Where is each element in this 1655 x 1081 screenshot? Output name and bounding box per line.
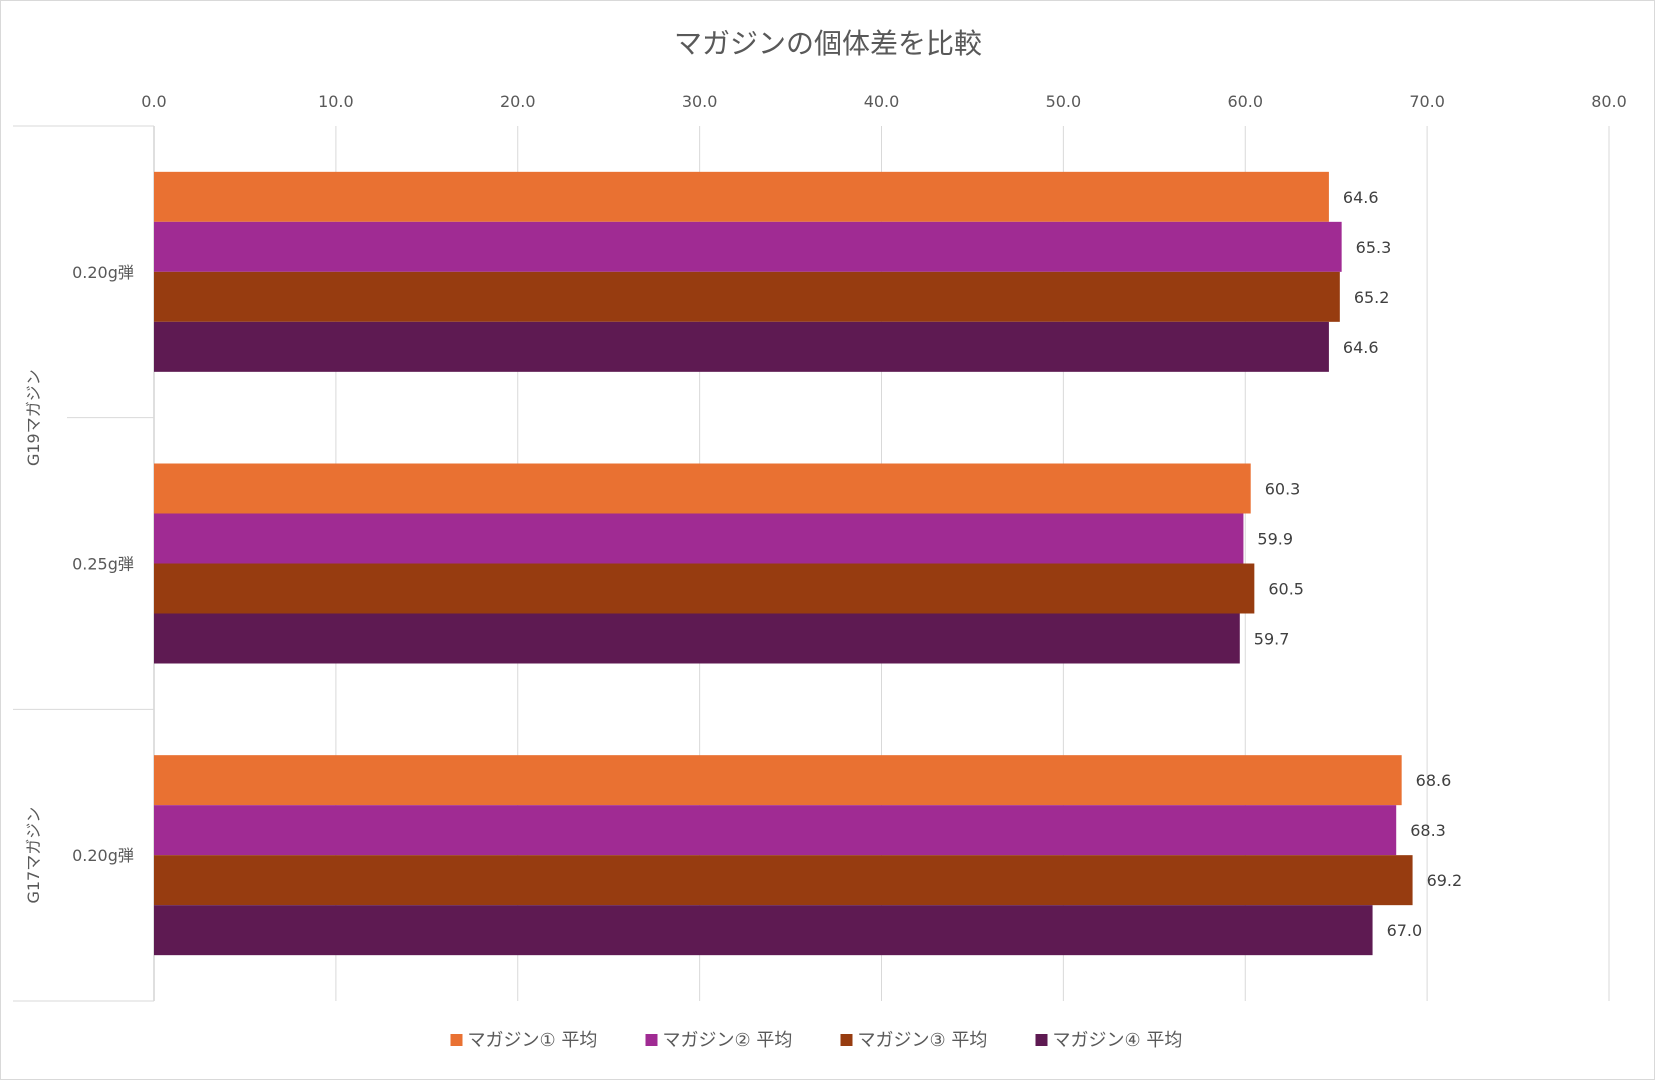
legend-swatch-4 [1035, 1034, 1048, 1046]
category-label: 0.20g弾 [72, 846, 134, 865]
bar-series3-cat2 [154, 563, 1255, 614]
data-label: 65.2 [1354, 288, 1390, 307]
data-label: 59.9 [1257, 530, 1293, 549]
data-label: 64.6 [1343, 338, 1379, 357]
data-label: 65.3 [1356, 238, 1392, 257]
bar-series1-cat2 [154, 463, 1251, 514]
bar-series1-cat3 [154, 755, 1402, 806]
legend-label: マガジン④ 平均 [1053, 1030, 1183, 1051]
bar-series2-cat3 [154, 805, 1397, 856]
category-label: 0.25g弾 [72, 555, 134, 574]
x-tick-label: 40.0 [864, 92, 900, 111]
legend-label: マガジン③ 平均 [858, 1030, 988, 1051]
bars [154, 171, 1413, 956]
x-tick-label: 0.0 [141, 92, 166, 111]
data-label: 68.3 [1410, 821, 1446, 840]
x-tick-label: 80.0 [1591, 92, 1627, 111]
data-label: 68.6 [1416, 771, 1452, 790]
bar-series4-cat1 [154, 321, 1329, 372]
x-tick-label: 70.0 [1409, 92, 1445, 111]
data-labels: 64.6 60.3 68.6 65.3 59.9 68.3 65.2 60.5 69.2 64.6… [1254, 188, 1462, 940]
legend-swatch-3 [840, 1034, 853, 1046]
bar-series4-cat3 [154, 905, 1373, 956]
legend-swatch-1 [450, 1034, 463, 1046]
group-label: G19マガジン [24, 369, 43, 466]
x-axis-ticks: 0.0 10.0 20.0 30.0 40.0 50.0 60.0 70.0 80.0 [141, 92, 1627, 111]
category-label: 0.20g弾 [72, 263, 134, 282]
data-label: 64.6 [1343, 188, 1379, 207]
bar-series4-cat2 [154, 613, 1240, 664]
x-tick-label: 50.0 [1046, 92, 1082, 111]
chart-title: マガジンの個体差を比較 [674, 27, 982, 60]
x-tick-label: 20.0 [500, 92, 536, 111]
data-label: 69.2 [1427, 871, 1463, 890]
bar-series2-cat2 [154, 513, 1244, 564]
category-axis: 0.20g弾 0.25g弾 G19マガジン 0.20g弾 G17マガジン [13, 125, 155, 1002]
legend-swatch-2 [645, 1034, 658, 1046]
legend-label: マガジン① 平均 [468, 1030, 598, 1051]
data-label: 67.0 [1387, 921, 1423, 940]
data-label: 60.3 [1265, 480, 1301, 499]
x-tick-label: 60.0 [1227, 92, 1263, 111]
data-label: 59.7 [1254, 630, 1290, 649]
legend: マガジン① 平均 マガジン② 平均 マガジン③ 平均 マガジン④ 平均 [450, 1030, 1183, 1051]
group-label: G17マガジン [24, 807, 43, 904]
bar-series1-cat1 [154, 171, 1329, 222]
data-label: 60.5 [1268, 580, 1304, 599]
x-tick-label: 30.0 [682, 92, 718, 111]
bar-series3-cat3 [154, 855, 1413, 906]
legend-label: マガジン② 平均 [663, 1030, 793, 1051]
bar-series3-cat1 [154, 271, 1340, 322]
x-tick-label: 10.0 [318, 92, 354, 111]
bar-series2-cat1 [154, 221, 1342, 272]
